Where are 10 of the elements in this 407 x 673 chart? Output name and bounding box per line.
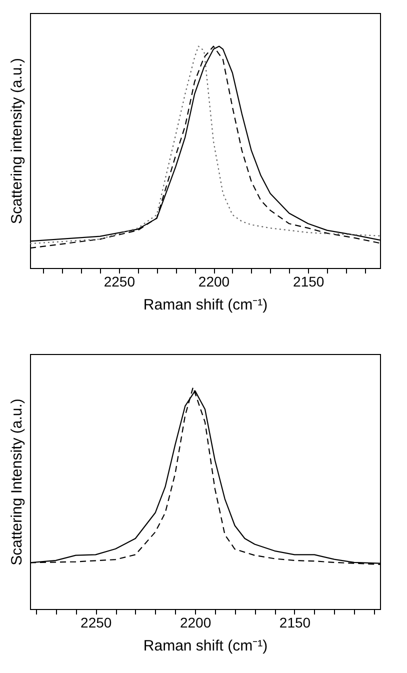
- x-tick-label: 2250: [104, 274, 136, 290]
- x-tick-label: 2200: [180, 614, 212, 630]
- x-tick-label: 2250: [80, 614, 112, 630]
- x-axis-title: Raman shift (cm⁻¹): [143, 638, 268, 654]
- y-axis-title: Scattering intensity (a.u.): [8, 58, 26, 224]
- x-tick-label: 2150: [279, 614, 311, 630]
- x-tick-label: 2150: [293, 274, 324, 290]
- x-tick-label: 2200: [198, 274, 230, 290]
- x-axis-title: Raman shift (cm⁻¹): [143, 296, 268, 314]
- y-axis-title: Scattering Intensity (a.u.): [8, 398, 26, 566]
